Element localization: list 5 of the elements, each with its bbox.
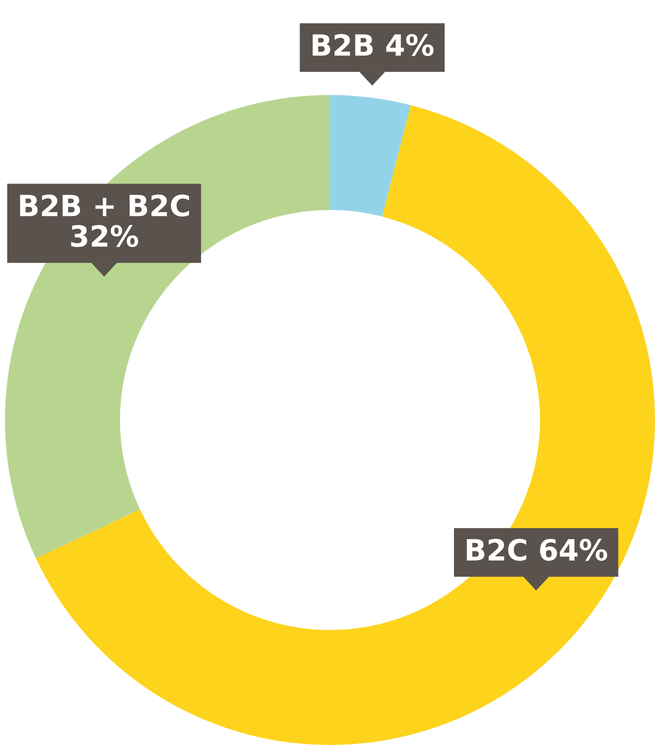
donut-slice [330,95,411,217]
slice-label: B2B + B2C [20,194,189,217]
data-label: 32% [71,224,138,248]
slice-label: B2B 4% [312,34,434,56]
slice-label: B2C 64% [466,538,608,561]
